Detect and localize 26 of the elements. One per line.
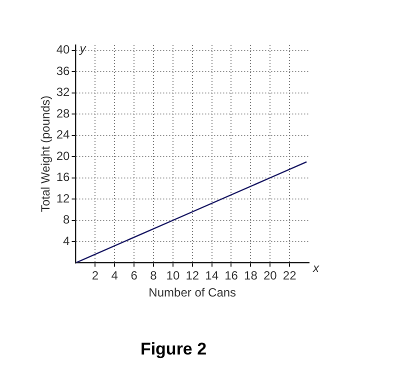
x-axis-title: Number of Cans [148, 286, 236, 300]
x-tick-label: 8 [150, 268, 158, 282]
x-tick-label: 2 [92, 268, 99, 282]
y-tick-label: 24 [56, 128, 70, 142]
x-tick-label: 12 [186, 268, 200, 282]
y-tick-label: 36 [56, 64, 70, 78]
annotation: y [78, 41, 87, 56]
y-tick-label: 28 [56, 106, 70, 120]
x-tick-label: 14 [205, 268, 219, 282]
x-tick-label: 18 [244, 268, 258, 282]
y-tick-label: 12 [56, 191, 70, 206]
x-tick-label: 4 [111, 268, 118, 282]
text: x [312, 261, 320, 276]
x-tick-label: 20 [263, 268, 278, 282]
y-tick-label: 4 [63, 234, 70, 248]
y-tick-label: 8 [63, 212, 70, 227]
y-axis-title: Total Weight (pounds) [38, 96, 53, 212]
x-tick-label: 16 [224, 268, 238, 282]
y-tick-label: 40 [56, 42, 70, 57]
y-tick-label: 20 [56, 148, 70, 163]
x-tick-label: 6 [130, 268, 138, 282]
x-tick-label: 22 [282, 268, 297, 282]
y-tick-label: 16 [56, 170, 70, 184]
x-tick-label: 10 [166, 268, 180, 282]
text: Figure 2 [140, 339, 207, 358]
y-tick-label: 32 [56, 85, 70, 100]
